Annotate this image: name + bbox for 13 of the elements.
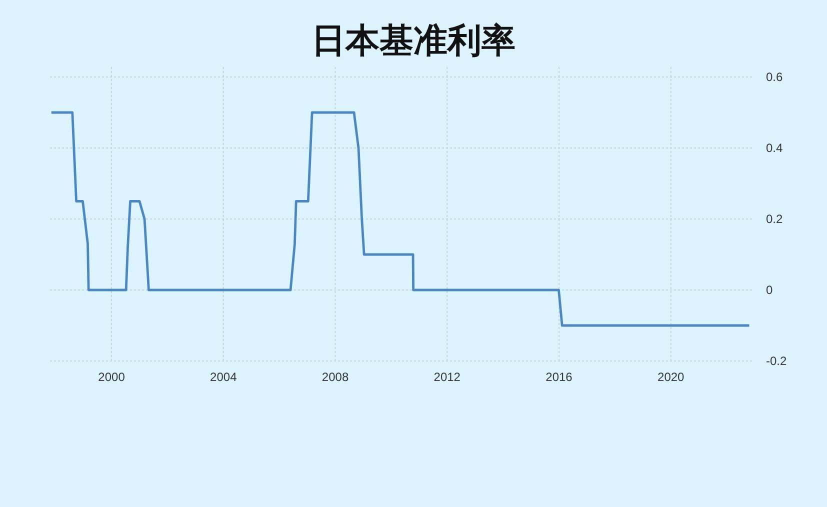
- x-tick-label: 2004: [210, 370, 238, 384]
- chart-title: 日本基准利率: [312, 22, 516, 60]
- y-tick-label: 0.4: [766, 141, 784, 155]
- y-tick-label: 0: [766, 283, 773, 297]
- x-tick-label: 2020: [658, 370, 685, 384]
- x-tick-label: 2012: [434, 370, 461, 384]
- line-series: [50, 111, 750, 327]
- y-tick-label: 0.2: [766, 212, 784, 226]
- y-tick-label: -0.2: [766, 354, 788, 368]
- x-tick-label: 2008: [322, 370, 349, 384]
- y-tick-label: 0.6: [766, 70, 784, 84]
- x-tick-label: 2016: [546, 370, 573, 384]
- x-tick-label: 2000: [98, 370, 126, 384]
